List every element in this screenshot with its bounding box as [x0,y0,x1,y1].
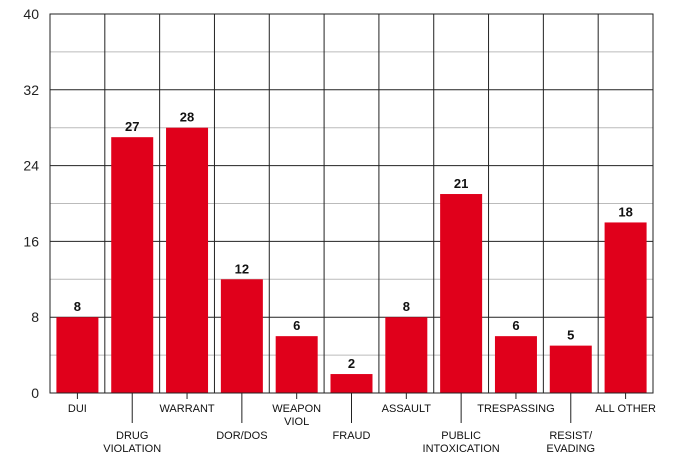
plot-frame [49,13,654,394]
bar [111,137,154,393]
y-tick-label: 24 [23,158,39,174]
bar [220,279,263,393]
category-label: RESIST/EVADING [546,430,595,454]
bar [275,336,318,393]
y-tick-label: 0 [31,385,39,401]
vertical-gridlines [104,14,599,393]
y-tick-label: 8 [31,309,39,325]
x-tick-marks [76,393,627,423]
data-label: 6 [512,318,519,333]
category-label: FRAUD [333,430,371,442]
category-label: WEAPON VIOL [272,403,321,428]
y-tick-labels: 0 8 16 24 32 40 [23,6,39,401]
data-label: 28 [180,110,194,125]
category-label: ALL OTHER [595,403,656,415]
bar [604,222,647,393]
category-labels: DUI DRUG VIOLATION WARRANT DOR/DOS WEAPON VIOL… [68,403,656,454]
bar [56,317,99,393]
bars [56,127,647,393]
bar [440,194,483,393]
bar [385,317,428,393]
data-label: 5 [567,328,574,343]
data-label: 2 [348,356,355,371]
bar [549,345,592,393]
bar [494,336,537,393]
category-label: TRESPASSING [477,403,554,415]
y-tick-label: 40 [23,6,39,22]
category-label: DUI [68,403,87,415]
y-tick-label: 32 [23,82,39,98]
data-label: 27 [125,119,139,134]
bar [166,127,209,393]
category-label: WARRANT [159,403,214,415]
data-label: 12 [235,261,249,276]
category-label: DOR/DOS [216,430,267,442]
data-label: 21 [454,176,468,191]
category-label: ASSAULT [382,403,432,415]
category-label: PUBLIC INTOXICATION [423,430,500,454]
data-label: 8 [403,299,410,314]
y-tick-label: 16 [23,233,39,249]
data-label: 18 [618,204,632,219]
data-label: 6 [293,318,300,333]
bar [330,374,373,393]
category-label: DRUG VIOLATION [103,430,161,454]
data-label: 8 [74,299,81,314]
